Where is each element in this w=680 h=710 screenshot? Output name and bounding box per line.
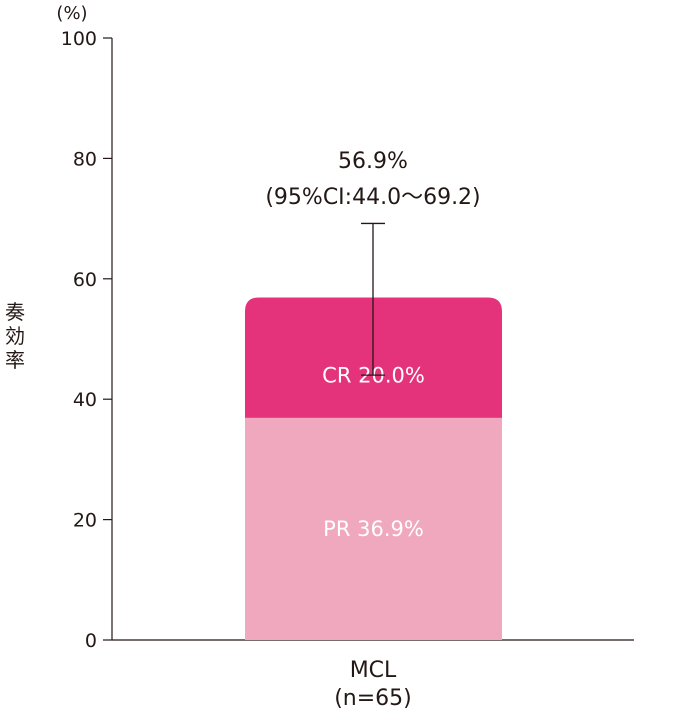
y-tick-label: 0 (85, 630, 97, 652)
bar-label-pr: PR 36.9% (323, 517, 424, 541)
ci-label: (95%CI:44.0〜69.2) (265, 185, 480, 210)
x-category-sublabel: (n=65) (334, 686, 412, 710)
y-axis-unit: (%) (56, 3, 87, 24)
bar-segment-pr (245, 417, 502, 640)
y-tick-label: 40 (73, 389, 97, 411)
x-category-label: MCL (350, 658, 397, 683)
total-value-label: 56.9% (338, 149, 408, 174)
axes: 0 20 40 60 80 100 (61, 28, 634, 652)
y-tick-label: 20 (73, 510, 97, 532)
y-tick-label: 100 (61, 28, 97, 50)
y-axis-label: 奏効率 (5, 300, 25, 372)
labels: (%)CR 20.0%PR 36.9%56.9%(95%CI:44.0〜69.2… (56, 3, 480, 710)
y-tick-label: 60 (73, 269, 97, 291)
y-tick-label: 80 (73, 148, 97, 170)
